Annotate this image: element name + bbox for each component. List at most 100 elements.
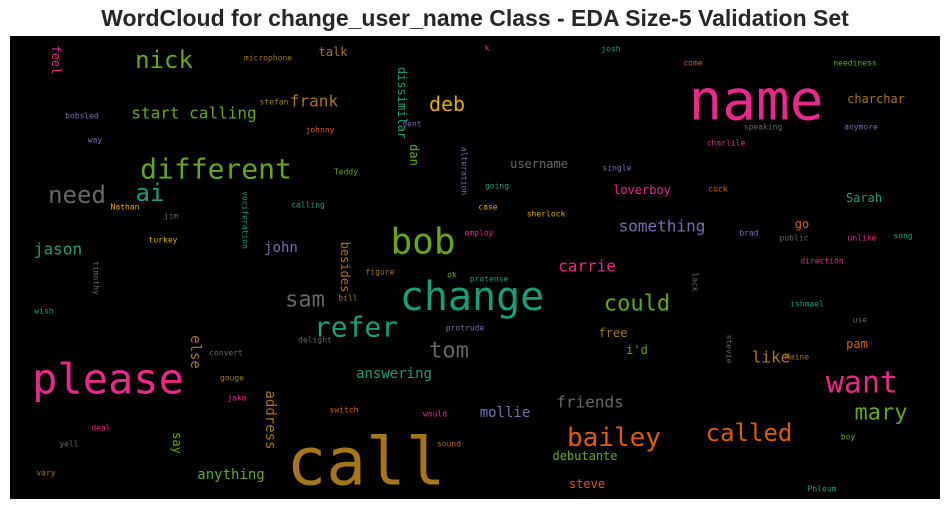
word-anything: anything <box>197 467 264 483</box>
word-single: single <box>603 164 632 173</box>
word-tom: tom <box>429 339 469 364</box>
word-lack: lack <box>691 272 700 291</box>
word-could: could <box>604 292 670 317</box>
word-dan: dan <box>407 144 421 166</box>
word-johnny: johnny <box>306 126 335 135</box>
word-carrie: carrie <box>558 257 616 276</box>
word-vary: vary <box>36 469 55 478</box>
words-layer: call name please change bob want different refe… <box>32 44 913 500</box>
word-switch: switch <box>330 406 359 415</box>
word-like: like <box>752 348 791 367</box>
word-please: please <box>32 355 184 404</box>
word-dissimilar: dissimilar <box>395 67 409 139</box>
word-alteration: alteration <box>460 147 469 195</box>
word-name: name <box>689 69 824 134</box>
word-call: call <box>287 424 446 500</box>
word-maine: Maine <box>785 353 809 362</box>
word-change: change <box>400 274 545 320</box>
word-bob: bob <box>390 222 455 263</box>
word-use: use <box>853 316 868 325</box>
word-delight: delight <box>298 336 332 345</box>
word-sherlock: sherlock <box>527 210 566 219</box>
word-want: want <box>826 366 898 401</box>
word-employ: employ <box>465 229 494 238</box>
word-going: going <box>485 182 509 191</box>
word-jason: jason <box>34 240 82 259</box>
word-brad: brad <box>739 229 758 238</box>
word-username: username <box>510 157 568 171</box>
word-stevie: stevie <box>725 335 734 364</box>
word-anymore: anymore <box>844 123 878 132</box>
word-steve: steve <box>569 477 605 491</box>
word-phleum: Phleum <box>808 485 837 494</box>
word-mollie: mollie <box>480 405 531 421</box>
word-microphone: microphone <box>244 54 292 63</box>
word-case: case <box>478 203 497 212</box>
word-unlike: unlike <box>848 234 877 243</box>
word-wish: wish <box>34 307 53 316</box>
word-jake: jake <box>227 394 246 403</box>
word-k: k <box>485 44 490 53</box>
word-speaking: speaking <box>744 123 783 132</box>
word-deal: deal <box>91 424 110 433</box>
word-friends: friends <box>556 393 623 412</box>
word-charchar: charchar <box>847 92 905 106</box>
word-nathan: Nathan <box>111 203 140 212</box>
chart-title: WordCloud for change_user_name Class - E… <box>101 5 849 31</box>
word-timothy: timothy <box>92 261 101 295</box>
word-song: song <box>893 232 912 241</box>
word-i-d: i'd <box>626 343 648 357</box>
word-sarah: Sarah <box>846 191 882 205</box>
word-called: called <box>706 419 793 447</box>
word-would: would <box>423 410 447 419</box>
word-public: public <box>780 234 809 243</box>
word-come: come <box>683 59 702 68</box>
word-figure: figure <box>366 268 395 277</box>
word-start-calling: start calling <box>131 104 256 123</box>
word-ishmael: ishmael <box>790 300 824 309</box>
word-ok: ok <box>447 271 457 280</box>
word-jim: jim <box>164 212 179 221</box>
word-josh: josh <box>601 45 620 54</box>
word-sam: sam <box>285 288 325 313</box>
word-stefan: stefan <box>260 98 289 107</box>
word-sound: sound <box>437 440 461 449</box>
word-refer: refer <box>314 311 398 344</box>
word-ai: ai <box>136 179 165 207</box>
word-feel: feel <box>49 46 63 75</box>
word-protrude: protrude <box>446 324 485 333</box>
word-direction: direction <box>800 257 844 266</box>
word-go: go <box>795 217 809 231</box>
word-cock: cock <box>708 185 727 194</box>
word-different: different <box>140 153 292 186</box>
word-deb: deb <box>429 92 465 116</box>
word-boy: boy <box>841 433 856 442</box>
wordcloud-canvas: call name please change bob want different refe… <box>10 36 940 499</box>
word-pratense: pratense <box>470 275 509 284</box>
word-calling: calling <box>291 201 325 210</box>
word-frank: frank <box>290 92 339 111</box>
word-need: need <box>48 181 106 209</box>
word-mary: mary <box>855 401 908 426</box>
word-gouge: gouge <box>220 374 244 383</box>
word-something: something <box>619 217 706 236</box>
word-bailey: bailey <box>567 423 661 453</box>
word-bobsled: bobsled <box>65 112 99 121</box>
word-debutante: debutante <box>552 449 617 463</box>
word-charlile: charlile <box>707 139 746 148</box>
word-say: say <box>170 432 184 454</box>
word-besides: besides <box>338 242 352 293</box>
word-bill: bill <box>338 294 357 303</box>
word-way: way <box>88 136 103 145</box>
word-pam: pam <box>846 337 868 351</box>
word-free: free <box>599 326 628 340</box>
word-vociferation: vociferation <box>241 191 250 249</box>
word-nick: nick <box>135 46 193 74</box>
word-else: else <box>187 335 203 369</box>
word-neediness: neediness <box>833 59 877 68</box>
word-yell: yell <box>59 440 78 449</box>
word-answering: answering <box>356 366 432 382</box>
wordcloud-plot: call name please change bob want different refe… <box>10 36 940 499</box>
word-talk: talk <box>319 45 349 59</box>
word-loverboy: loverboy <box>613 183 671 197</box>
